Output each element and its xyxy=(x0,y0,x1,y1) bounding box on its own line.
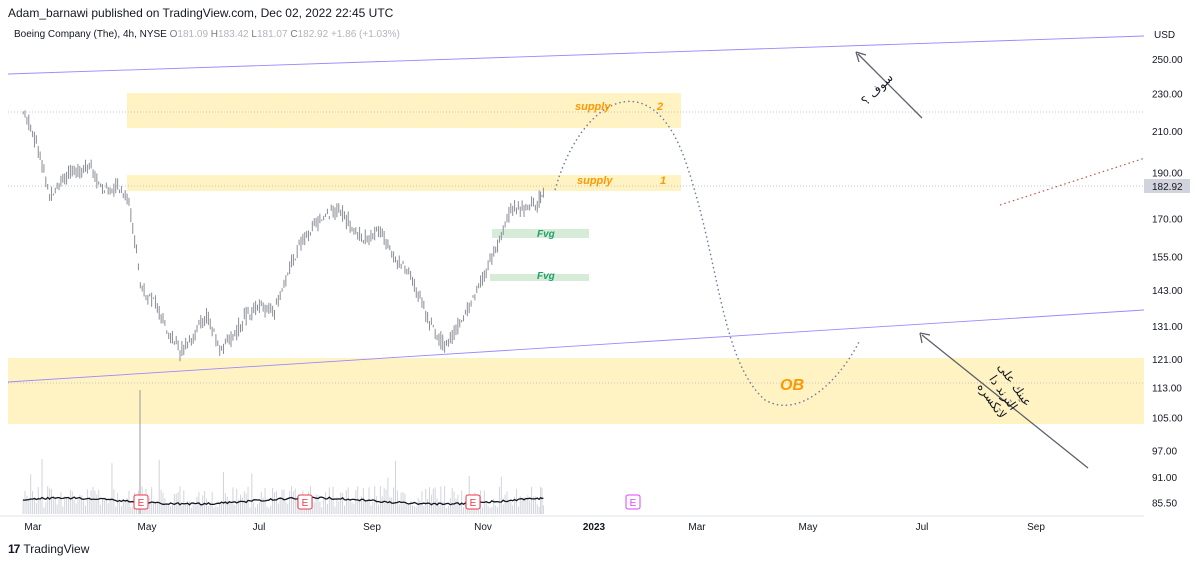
symbol-name[interactable]: Boeing Company (The), 4h, NYSE xyxy=(14,29,167,40)
time-tick-label: Mar xyxy=(24,522,42,533)
time-tick-label: Jul xyxy=(916,522,929,533)
channel-upper-line[interactable] xyxy=(7,35,1145,75)
supply-2-label[interactable]: supply xyxy=(575,101,611,113)
arrow-lower[interactable] xyxy=(921,334,1089,469)
brand-footer[interactable]: 17 TradingView xyxy=(8,542,89,556)
supply-1-number: 1 xyxy=(660,175,666,187)
low-value: 181.07 xyxy=(256,29,288,40)
price-tick-label: 113.00 xyxy=(1152,383,1182,394)
close-label: C xyxy=(290,29,298,40)
price-tick-label: 97.00 xyxy=(1152,447,1177,458)
close-value: 182.92 xyxy=(297,29,329,40)
svg-text:E: E xyxy=(138,498,145,509)
time-tick-label: Jul xyxy=(253,522,266,533)
arrow-upper[interactable] xyxy=(857,53,923,119)
supply-1-label[interactable]: supply xyxy=(577,175,613,187)
time-tick-label: Nov xyxy=(474,522,492,533)
price-series xyxy=(22,110,544,362)
volume-moving-average xyxy=(23,496,544,506)
brand-name: TradingView xyxy=(23,542,90,556)
low-label: L xyxy=(251,29,257,40)
price-tick-label: 250.00 xyxy=(1152,55,1183,66)
time-tick-label: Mar xyxy=(688,522,706,533)
earnings-marker[interactable]: E xyxy=(133,494,149,510)
svg-text:182.92: 182.92 xyxy=(1152,182,1183,193)
arabic-note-top[interactable]: سوف ؟ xyxy=(858,70,896,108)
projection-dotted-line[interactable] xyxy=(999,157,1146,206)
supply-zone-2[interactable] xyxy=(127,93,681,128)
price-tick-label: 105.00 xyxy=(1152,414,1183,425)
earnings-marker-upcoming[interactable]: E xyxy=(625,494,641,510)
ob-label[interactable]: OB xyxy=(780,377,804,394)
price-tick-label: 155.00 xyxy=(1152,253,1183,264)
price-tick-label: 230.00 xyxy=(1152,89,1183,100)
price-tick-label: 121.00 xyxy=(1152,355,1183,366)
price-tick-label: 190.00 xyxy=(1152,168,1183,179)
arrow-upper-head-icon xyxy=(855,51,867,63)
earnings-marker[interactable]: E xyxy=(465,494,481,510)
change-value: +1.86 (+1.03%) xyxy=(330,29,400,40)
fvg-lower-label[interactable]: Fvg xyxy=(537,271,555,282)
supply-zone-1[interactable] xyxy=(127,175,681,191)
price-tick-label: 170.00 xyxy=(1152,214,1183,225)
svg-text:E: E xyxy=(302,498,309,509)
time-tick-label: Sep xyxy=(363,522,381,533)
tradingview-logo-icon: 17 xyxy=(8,542,20,556)
volume-bars xyxy=(22,390,544,514)
price-axis[interactable]: 250.00 230.00 210.00 190.00 170.00 155.00 143.… xyxy=(1152,55,1183,510)
price-tick-label: 143.00 xyxy=(1152,286,1183,297)
symbol-legend[interactable]: Boeing Company (The), 4h, NYSE O181.09 H… xyxy=(14,29,400,40)
fvg-zone-upper[interactable] xyxy=(492,229,589,238)
price-tick-label: 131.00 xyxy=(1152,322,1183,333)
price-tick-label: 85.50 xyxy=(1152,499,1177,510)
time-axis[interactable]: Mar May Jul Sep Nov 2023 Mar May Jul Sep xyxy=(24,522,1045,533)
price-tick-label: 91.00 xyxy=(1152,473,1177,484)
supply-2-number: 2 xyxy=(656,101,663,113)
last-price-tag[interactable]: 182.92 xyxy=(1144,179,1190,193)
svg-text:E: E xyxy=(630,498,637,509)
earnings-marker[interactable]: E xyxy=(297,494,313,510)
high-value: 183.42 xyxy=(218,29,249,40)
high-label: H xyxy=(210,29,219,40)
time-tick-label: May xyxy=(138,522,157,533)
arrow-lower-head-icon xyxy=(919,332,931,344)
projected-path[interactable] xyxy=(554,100,861,406)
currency-label: USD xyxy=(1154,30,1175,41)
ob-demand-zone[interactable] xyxy=(8,358,1144,424)
svg-text:E: E xyxy=(470,498,477,509)
fvg-upper-label[interactable]: Fvg xyxy=(537,229,555,240)
open-label: O xyxy=(169,29,178,40)
fvg-zone-lower[interactable] xyxy=(490,274,589,281)
open-value: 181.09 xyxy=(177,29,209,40)
publish-line: Adam_barnawi published on TradingView.co… xyxy=(8,6,394,20)
price-tick-label: 210.00 xyxy=(1152,127,1183,138)
time-tick-label: May xyxy=(799,522,818,533)
channel-lower-trendline[interactable] xyxy=(7,309,1145,383)
time-tick-label: 2023 xyxy=(583,522,606,533)
time-tick-label: Sep xyxy=(1027,522,1045,533)
